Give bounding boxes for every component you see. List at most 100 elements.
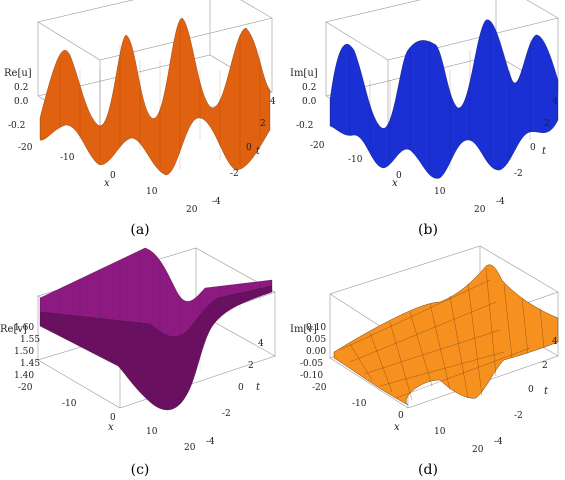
t-tick: -2 <box>222 409 231 419</box>
t-tick: 4 <box>270 97 276 107</box>
t-tick: 0 <box>530 143 536 153</box>
z-tick: 0.10 <box>306 323 326 333</box>
t-tick: 0 <box>238 383 244 393</box>
z-tick: -0.2 <box>8 121 25 131</box>
x-tick: 0 <box>396 171 402 181</box>
x-tick: 20 <box>186 205 198 215</box>
t-tick: 2 <box>544 119 550 129</box>
x-tick: -10 <box>348 155 363 165</box>
surface <box>333 264 559 406</box>
t-tick: 2 <box>260 119 266 129</box>
x-axis-label: x <box>104 178 110 189</box>
panel-d: Im[v] 0.10 0.05 0.00 -0.05 -0.10 -20 -10… <box>290 240 565 480</box>
t-tick: -4 <box>212 197 221 207</box>
x-axis: -20 -10 0 10 20 x <box>310 141 486 215</box>
t-axis: 4 2 0 -2 -4 t <box>496 97 558 207</box>
mesh-lines <box>59 254 261 408</box>
surface-plot-d: Im[v] 0.10 0.05 0.00 -0.05 -0.10 -20 -10… <box>290 245 559 455</box>
surface-front <box>39 285 273 411</box>
surface-plot-b: Im[u] 0.2 0.0 -0.2 -20 -10 0 10 20 x 4 2… <box>290 0 559 215</box>
t-tick: 4 <box>258 339 264 349</box>
surface-plot-a: Re[u] 0.2 0.0 -0.2 -20 -10 0 10 20 x 4 2… <box>4 0 276 215</box>
z-axis: Re[u] 0.2 0.0 -0.2 <box>4 68 32 131</box>
mesh-lines <box>339 267 545 401</box>
t-tick: -2 <box>514 169 523 179</box>
x-axis-label: x <box>394 422 400 433</box>
t-tick: -2 <box>230 169 239 179</box>
x-tick: 10 <box>146 427 158 437</box>
z-tick: 0.2 <box>302 83 316 93</box>
x-tick: -20 <box>18 383 33 393</box>
t-tick: 4 <box>552 337 558 347</box>
x-axis-label: x <box>392 178 398 189</box>
caption-c: (c) <box>130 462 150 478</box>
x-tick: 0 <box>110 171 116 181</box>
x-tick: -10 <box>60 153 75 163</box>
mesh-lines <box>59 25 261 170</box>
caption-b: (b) <box>418 222 438 238</box>
t-axis: 4 2 0 -2 -4 t <box>212 97 276 207</box>
z-axis-label: Re[u] <box>4 68 32 79</box>
z-tick: -0.05 <box>300 359 323 369</box>
z-axis-label: Im[u] <box>290 68 318 79</box>
t-axis-label: t <box>544 386 549 397</box>
x-tick: -20 <box>18 143 33 153</box>
surface <box>329 19 559 179</box>
x-axis: -20 -10 0 10 20 x <box>18 383 196 453</box>
t-tick: 4 <box>552 97 558 107</box>
x-tick: 10 <box>434 187 446 197</box>
x-tick: 20 <box>184 443 196 453</box>
t-tick: -4 <box>206 437 215 447</box>
z-axis-label: Im[v] <box>290 324 317 335</box>
x-tick: 0 <box>398 411 404 421</box>
x-axis-label: x <box>108 422 114 433</box>
z-tick: 0.0 <box>14 97 29 107</box>
x-tick: 10 <box>146 187 158 197</box>
t-axis-label: t <box>256 146 261 157</box>
panel-a: Re[u] 0.2 0.0 -0.2 -20 -10 0 10 20 x 4 2… <box>0 0 280 240</box>
x-tick: 10 <box>434 427 446 437</box>
t-axis-label: t <box>542 146 547 157</box>
caption-d: (d) <box>418 462 438 478</box>
z-tick: 1.60 <box>14 323 34 333</box>
z-tick: -0.2 <box>296 121 313 131</box>
t-axis: 4 2 0 -2 -4 t <box>494 337 558 447</box>
z-axis: Im[u] 0.2 0.0 -0.2 <box>290 68 318 131</box>
x-tick: -10 <box>62 399 77 409</box>
x-tick: -20 <box>312 383 327 393</box>
t-tick: -4 <box>496 197 505 207</box>
mesh-lines <box>349 20 531 170</box>
x-tick: 0 <box>110 413 116 423</box>
z-tick: 0.2 <box>14 83 28 93</box>
x-tick: -20 <box>310 141 325 151</box>
z-axis-label: Re[v] <box>0 324 27 335</box>
z-axis: Im[v] 0.10 0.05 0.00 -0.05 -0.10 <box>290 323 326 381</box>
z-axis: Re[v] 1.60 1.55 1.50 1.45 1.40 <box>0 323 40 381</box>
caption-a: (a) <box>130 222 150 238</box>
x-tick: -10 <box>352 399 367 409</box>
x-tick: 20 <box>472 445 484 455</box>
x-tick: 20 <box>474 205 486 215</box>
t-tick: -2 <box>514 411 523 421</box>
panel-c: Re[v] 1.60 1.55 1.50 1.45 1.40 -20 -10 0… <box>0 240 280 480</box>
t-axis-label: t <box>256 382 261 393</box>
panel-b: Im[u] 0.2 0.0 -0.2 -20 -10 0 10 20 x 4 2… <box>290 0 565 240</box>
t-tick: 2 <box>248 361 254 371</box>
z-tick: 1.50 <box>14 347 34 357</box>
surface-plot-c: Re[v] 1.60 1.55 1.50 1.45 1.40 -20 -10 0… <box>0 247 276 453</box>
t-tick: 2 <box>542 361 548 371</box>
t-tick: 0 <box>528 385 534 395</box>
t-axis: 4 2 0 -2 -4 t <box>206 339 264 447</box>
z-tick: 1.45 <box>20 359 40 369</box>
surface <box>39 17 271 176</box>
z-tick: 1.55 <box>20 335 40 345</box>
x-axis: -20 -10 0 10 20 x <box>18 143 198 215</box>
t-tick: 0 <box>246 143 252 153</box>
x-axis: -20 -10 0 10 20 x <box>312 383 484 455</box>
z-tick: 0.0 <box>302 97 317 107</box>
t-tick: -4 <box>494 437 503 447</box>
z-tick: 0.00 <box>306 347 326 357</box>
z-tick: 1.40 <box>14 371 34 381</box>
z-tick: -0.10 <box>300 371 323 381</box>
z-tick: 0.05 <box>306 335 326 345</box>
